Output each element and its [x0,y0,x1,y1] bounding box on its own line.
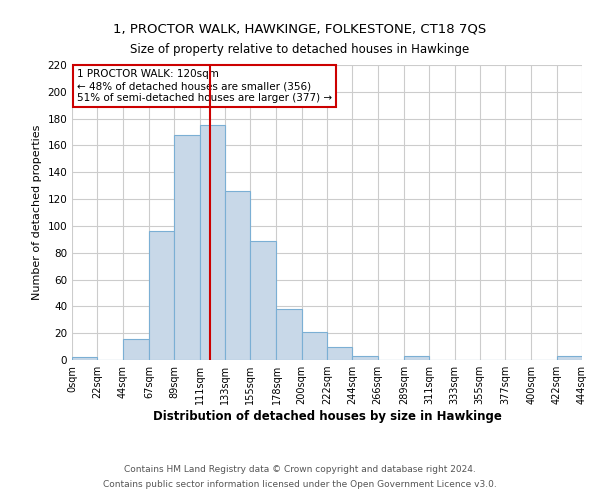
Bar [557,356,582,360]
Bar [277,309,302,360]
Bar [250,240,277,360]
Text: Contains HM Land Registry data © Crown copyright and database right 2024.: Contains HM Land Registry data © Crown c… [124,465,476,474]
Text: Contains public sector information licensed under the Open Government Licence v3: Contains public sector information licen… [103,480,497,489]
Text: Size of property relative to detached houses in Hawkinge: Size of property relative to detached ho… [130,42,470,56]
Bar [327,346,352,360]
Bar [174,134,199,360]
Bar [72,358,97,360]
Bar [199,126,225,360]
Y-axis label: Number of detached properties: Number of detached properties [32,125,42,300]
Bar [302,332,327,360]
Bar [122,338,149,360]
Bar [149,232,174,360]
Text: 1, PROCTOR WALK, HAWKINGE, FOLKESTONE, CT18 7QS: 1, PROCTOR WALK, HAWKINGE, FOLKESTONE, C… [113,22,487,36]
Bar [352,356,377,360]
X-axis label: Distribution of detached houses by size in Hawkinge: Distribution of detached houses by size … [152,410,502,423]
Text: 1 PROCTOR WALK: 120sqm
← 48% of detached houses are smaller (356)
51% of semi-de: 1 PROCTOR WALK: 120sqm ← 48% of detached… [77,70,332,102]
Bar [225,191,250,360]
Bar [404,356,429,360]
